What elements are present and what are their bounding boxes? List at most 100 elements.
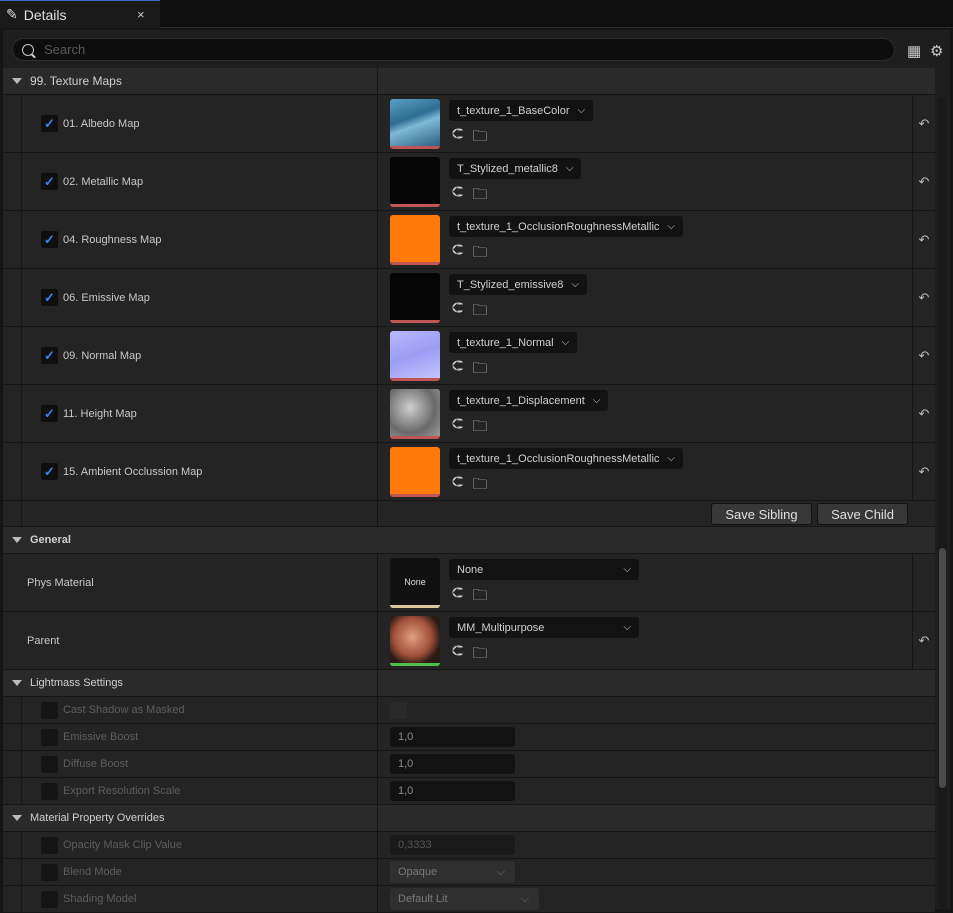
browse-asset-icon[interactable]: 🗀 bbox=[472, 645, 488, 662]
override-checkbox[interactable]: ✓ bbox=[41, 289, 58, 306]
texture-map-row: ✓ 04. Roughness Map t_texture_1_Occlusion… bbox=[3, 211, 935, 269]
use-selected-icon[interactable]: ⮈ bbox=[452, 242, 464, 259]
override-checkbox[interactable] bbox=[41, 836, 58, 854]
reset-to-default-icon[interactable]: ↶ bbox=[912, 95, 935, 152]
save-sibling-button[interactable]: Save Sibling bbox=[711, 503, 812, 525]
property-label: Opacity Mask Clip Value bbox=[63, 839, 183, 851]
category-label: General bbox=[30, 534, 71, 546]
number-field[interactable]: 0,3333 bbox=[390, 835, 515, 855]
category-general[interactable]: General bbox=[3, 527, 935, 554]
use-selected-icon[interactable]: ⮈ bbox=[452, 126, 464, 143]
chevron-down-icon: ⌵ bbox=[561, 337, 570, 348]
reset-to-default-icon[interactable]: ↶ bbox=[912, 153, 935, 210]
override-checkbox[interactable]: ✓ bbox=[41, 405, 58, 422]
use-selected-icon[interactable]: ⮈ bbox=[452, 643, 464, 660]
search-input[interactable] bbox=[44, 42, 844, 57]
tab-details[interactable]: ✎ Details × bbox=[0, 0, 160, 28]
combo-value: t_texture_1_BaseColor bbox=[457, 104, 570, 117]
texture-thumbnail[interactable] bbox=[390, 331, 440, 381]
override-checkbox[interactable] bbox=[41, 755, 58, 773]
number-field[interactable]: 1,0 bbox=[390, 781, 515, 801]
texture-thumbnail[interactable] bbox=[390, 389, 440, 439]
number-field[interactable]: 1,0 bbox=[390, 727, 515, 747]
texture-picker-combo[interactable]: T_Stylized_metallic8 ⌵ bbox=[449, 158, 582, 179]
value-checkbox[interactable] bbox=[390, 702, 407, 719]
reset-to-default-icon[interactable]: ↶ bbox=[912, 269, 935, 326]
texture-thumbnail[interactable] bbox=[390, 157, 440, 207]
details-panel: ▦ ⚙ 99. Texture Maps ✓ 01. Albedo Map t_t… bbox=[3, 30, 950, 913]
browse-asset-icon[interactable]: 🗀 bbox=[472, 186, 488, 203]
override-checkbox[interactable]: ✓ bbox=[41, 231, 58, 248]
category-lightmass[interactable]: Lightmass Settings bbox=[3, 670, 935, 697]
override-checkbox[interactable] bbox=[41, 890, 58, 908]
property-label: Parent bbox=[27, 634, 60, 647]
asset-thumbnail[interactable]: None bbox=[390, 558, 440, 608]
texture-thumbnail[interactable] bbox=[390, 273, 440, 323]
browse-asset-icon[interactable]: 🗀 bbox=[472, 587, 488, 604]
use-selected-icon[interactable]: ⮈ bbox=[452, 184, 464, 201]
texture-picker-combo[interactable]: T_Stylized_emissive8 ⌵ bbox=[449, 274, 587, 295]
override-checkbox[interactable]: ✓ bbox=[41, 463, 58, 480]
chevron-down-icon: ⌵ bbox=[520, 892, 529, 905]
browse-asset-icon[interactable]: 🗀 bbox=[472, 302, 488, 319]
use-selected-icon[interactable]: ⮈ bbox=[452, 416, 464, 433]
asset-picker-combo[interactable]: MM_Multipurpose ⌵ bbox=[449, 617, 639, 638]
reset-to-default-icon[interactable]: ↶ bbox=[912, 327, 935, 384]
texture-picker-combo[interactable]: t_texture_1_BaseColor ⌵ bbox=[449, 100, 594, 121]
override-checkbox[interactable] bbox=[41, 863, 58, 881]
override-checkbox[interactable]: ✓ bbox=[41, 347, 58, 364]
use-selected-icon[interactable]: ⮈ bbox=[452, 585, 464, 602]
close-tab-icon[interactable]: × bbox=[137, 7, 145, 22]
settings-gear-icon[interactable]: ⚙ bbox=[930, 43, 944, 60]
asset-thumbnail[interactable] bbox=[390, 616, 440, 666]
browse-asset-icon[interactable]: 🗀 bbox=[472, 360, 488, 377]
use-selected-icon[interactable]: ⮈ bbox=[452, 358, 464, 375]
override-checkbox[interactable] bbox=[41, 728, 58, 746]
number-field[interactable]: 1,0 bbox=[390, 754, 515, 774]
table-view-icon[interactable]: ▦ bbox=[907, 43, 922, 60]
texture-thumbnail[interactable] bbox=[390, 99, 440, 149]
asset-picker-combo[interactable]: None ⌵ bbox=[449, 559, 639, 580]
search-box[interactable] bbox=[12, 38, 895, 61]
property-label: 02. Metallic Map bbox=[63, 175, 144, 188]
category-texture-maps[interactable]: 99. Texture Maps bbox=[3, 68, 935, 95]
combo-value: t_texture_1_Normal bbox=[457, 336, 554, 349]
blend-mode-dropdown[interactable]: Opaque ⌵ bbox=[390, 861, 515, 883]
save-buttons-row: Save Sibling Save Child bbox=[3, 501, 935, 527]
texture-picker-combo[interactable]: t_texture_1_Displacement ⌵ bbox=[449, 390, 609, 411]
reset-to-default-icon[interactable]: ↶ bbox=[912, 385, 935, 442]
browse-asset-icon[interactable]: 🗀 bbox=[472, 476, 488, 493]
chevron-down-icon: ⌵ bbox=[623, 622, 631, 633]
scrollbar[interactable] bbox=[938, 98, 947, 908]
texture-picker-combo[interactable]: t_texture_1_OcclusionRoughnessMetallic ⌵ bbox=[449, 216, 683, 237]
category-material-property-overrides[interactable]: Material Property Overrides bbox=[3, 805, 935, 832]
shading-model-dropdown[interactable]: Default Lit ⌵ bbox=[390, 888, 539, 910]
scrollbar-thumb[interactable] bbox=[939, 548, 946, 788]
save-child-button[interactable]: Save Child bbox=[817, 503, 908, 525]
expand-arrow-icon[interactable] bbox=[12, 78, 22, 84]
texture-thumbnail[interactable] bbox=[390, 215, 440, 265]
reset-to-default-icon[interactable]: ↶ bbox=[912, 612, 935, 669]
pencil-icon: ✎ bbox=[6, 6, 18, 22]
override-checkbox[interactable]: ✓ bbox=[41, 173, 58, 190]
expand-arrow-icon[interactable] bbox=[12, 815, 22, 821]
texture-picker-combo[interactable]: t_texture_1_Normal ⌵ bbox=[449, 332, 578, 353]
override-checkbox[interactable] bbox=[41, 782, 58, 800]
override-checkbox[interactable] bbox=[41, 701, 58, 719]
browse-asset-icon[interactable]: 🗀 bbox=[472, 128, 488, 145]
texture-picker-combo[interactable]: t_texture_1_OcclusionRoughnessMetallic ⌵ bbox=[449, 448, 683, 469]
expand-arrow-icon[interactable] bbox=[12, 680, 22, 686]
browse-asset-icon[interactable]: 🗀 bbox=[472, 244, 488, 261]
texture-thumbnail[interactable] bbox=[390, 447, 440, 497]
override-checkbox[interactable]: ✓ bbox=[41, 115, 58, 132]
category-label: Lightmass Settings bbox=[30, 677, 123, 689]
phys-material-row: Phys Material None None ⌵ ⮈ 🗀 bbox=[3, 554, 935, 612]
browse-asset-icon[interactable]: 🗀 bbox=[472, 418, 488, 435]
reset-to-default-icon[interactable]: ↶ bbox=[912, 443, 935, 500]
use-selected-icon[interactable]: ⮈ bbox=[452, 300, 464, 317]
expand-arrow-icon[interactable] bbox=[12, 537, 22, 543]
dropdown-value: Opaque bbox=[398, 866, 438, 878]
reset-to-default-icon[interactable]: ↶ bbox=[912, 211, 935, 268]
use-selected-icon[interactable]: ⮈ bbox=[452, 474, 464, 491]
dropdown-value: Default Lit bbox=[398, 893, 448, 905]
